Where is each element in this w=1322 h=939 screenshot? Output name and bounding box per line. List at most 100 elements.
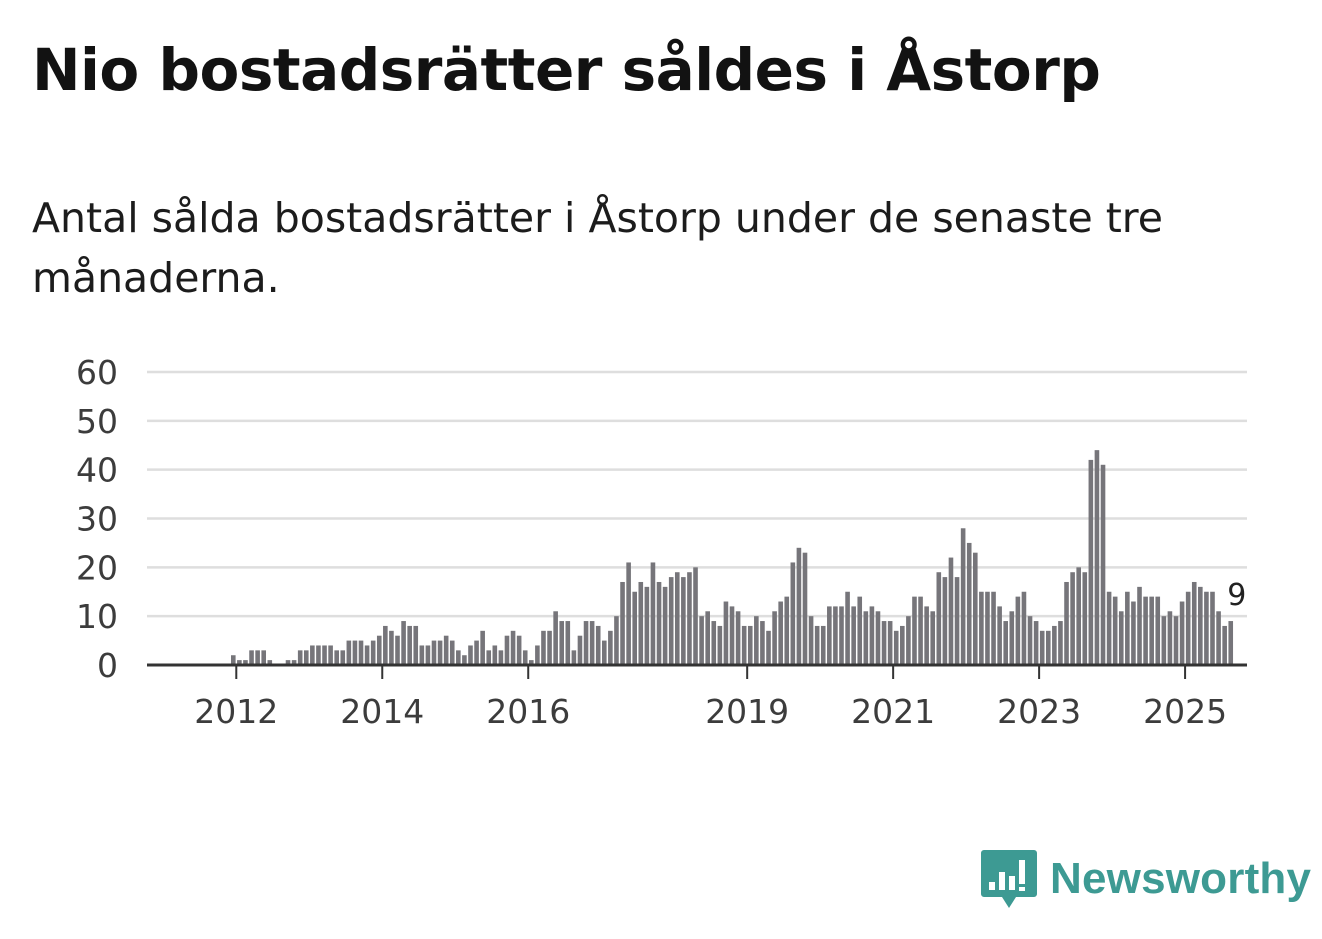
bar bbox=[754, 616, 759, 665]
bar bbox=[650, 562, 656, 665]
bar bbox=[620, 581, 625, 665]
bar bbox=[1161, 616, 1167, 665]
bar bbox=[303, 650, 309, 665]
bar bbox=[802, 552, 808, 665]
bar bbox=[912, 596, 917, 665]
bar bbox=[316, 645, 321, 665]
bar bbox=[729, 606, 735, 665]
bar bbox=[230, 655, 236, 665]
bar bbox=[869, 606, 875, 665]
bar bbox=[1070, 572, 1075, 665]
bar bbox=[249, 650, 254, 665]
bar bbox=[942, 577, 948, 665]
bar bbox=[747, 625, 753, 665]
bar bbox=[1088, 459, 1094, 665]
bar bbox=[778, 601, 783, 665]
y-tick-label: 20 bbox=[76, 548, 118, 587]
bar bbox=[784, 596, 790, 665]
highlight-value-label: 9 bbox=[1227, 578, 1246, 613]
bar bbox=[1021, 591, 1027, 665]
bar bbox=[346, 640, 352, 665]
bar bbox=[735, 611, 741, 665]
bar bbox=[1118, 611, 1124, 665]
bar bbox=[1039, 630, 1045, 665]
x-tick-label: 2021 bbox=[851, 692, 935, 731]
bar bbox=[644, 586, 650, 665]
bar bbox=[741, 625, 747, 665]
bar bbox=[468, 645, 473, 665]
bar bbox=[906, 616, 911, 665]
bar bbox=[565, 621, 571, 665]
bar bbox=[638, 581, 644, 665]
bar bbox=[827, 606, 832, 665]
bar bbox=[656, 581, 662, 665]
bar bbox=[589, 621, 595, 665]
bar bbox=[632, 591, 638, 665]
bar bbox=[553, 611, 558, 665]
bar bbox=[358, 640, 364, 665]
bar bbox=[1137, 586, 1142, 665]
bar bbox=[893, 630, 899, 665]
bar bbox=[1228, 621, 1234, 665]
bar bbox=[413, 625, 419, 665]
bar bbox=[608, 630, 613, 665]
bar bbox=[419, 645, 425, 665]
y-tick-label: 0 bbox=[97, 646, 118, 685]
bar bbox=[796, 547, 802, 665]
bar bbox=[930, 611, 936, 665]
bar bbox=[991, 591, 996, 665]
bar bbox=[601, 640, 607, 665]
bar bbox=[681, 577, 686, 665]
bar bbox=[985, 591, 990, 665]
x-tick-label: 2016 bbox=[486, 692, 570, 731]
bar bbox=[1027, 616, 1033, 665]
bar bbox=[845, 591, 850, 665]
bar bbox=[766, 630, 771, 665]
bar bbox=[486, 650, 492, 665]
bar bbox=[1058, 621, 1063, 665]
bar bbox=[857, 596, 863, 665]
bar bbox=[1045, 630, 1051, 665]
bar bbox=[425, 645, 431, 665]
bar bbox=[401, 621, 406, 665]
bar bbox=[851, 606, 856, 665]
bar bbox=[480, 630, 485, 665]
bar bbox=[237, 660, 242, 665]
bar bbox=[887, 621, 893, 665]
bar bbox=[772, 611, 777, 665]
bar bbox=[376, 635, 382, 665]
bar bbox=[1143, 596, 1148, 665]
bar bbox=[364, 645, 370, 665]
x-axis: 2012 2014 2016 2019 2021 2023 2025 bbox=[147, 663, 1247, 731]
bar bbox=[924, 606, 929, 665]
bar bbox=[267, 660, 273, 665]
bar bbox=[443, 635, 449, 665]
y-tick-label: 30 bbox=[76, 500, 118, 539]
bar bbox=[1064, 581, 1069, 665]
bar bbox=[820, 625, 826, 665]
bar bbox=[1009, 611, 1015, 665]
bar bbox=[662, 586, 668, 665]
bar bbox=[1052, 625, 1057, 665]
newsworthy-logo-icon bbox=[981, 850, 1037, 908]
bar bbox=[900, 625, 905, 665]
bar bbox=[723, 601, 729, 665]
bar bbox=[1131, 601, 1136, 665]
bar bbox=[1076, 567, 1081, 665]
bars bbox=[230, 450, 1234, 665]
bar bbox=[972, 552, 978, 665]
newsworthy-logo[interactable]: Newsworthy bbox=[980, 848, 1311, 910]
bar bbox=[711, 621, 717, 665]
bar bbox=[979, 591, 984, 665]
bar bbox=[1173, 616, 1179, 665]
brand-name: Newsworthy bbox=[1050, 854, 1312, 903]
bar bbox=[1015, 596, 1021, 665]
bar bbox=[1106, 591, 1112, 665]
bar bbox=[997, 606, 1002, 665]
bar bbox=[370, 640, 376, 665]
bar bbox=[693, 567, 698, 665]
bar bbox=[310, 645, 315, 665]
bar bbox=[547, 630, 552, 665]
bar bbox=[1125, 591, 1130, 665]
